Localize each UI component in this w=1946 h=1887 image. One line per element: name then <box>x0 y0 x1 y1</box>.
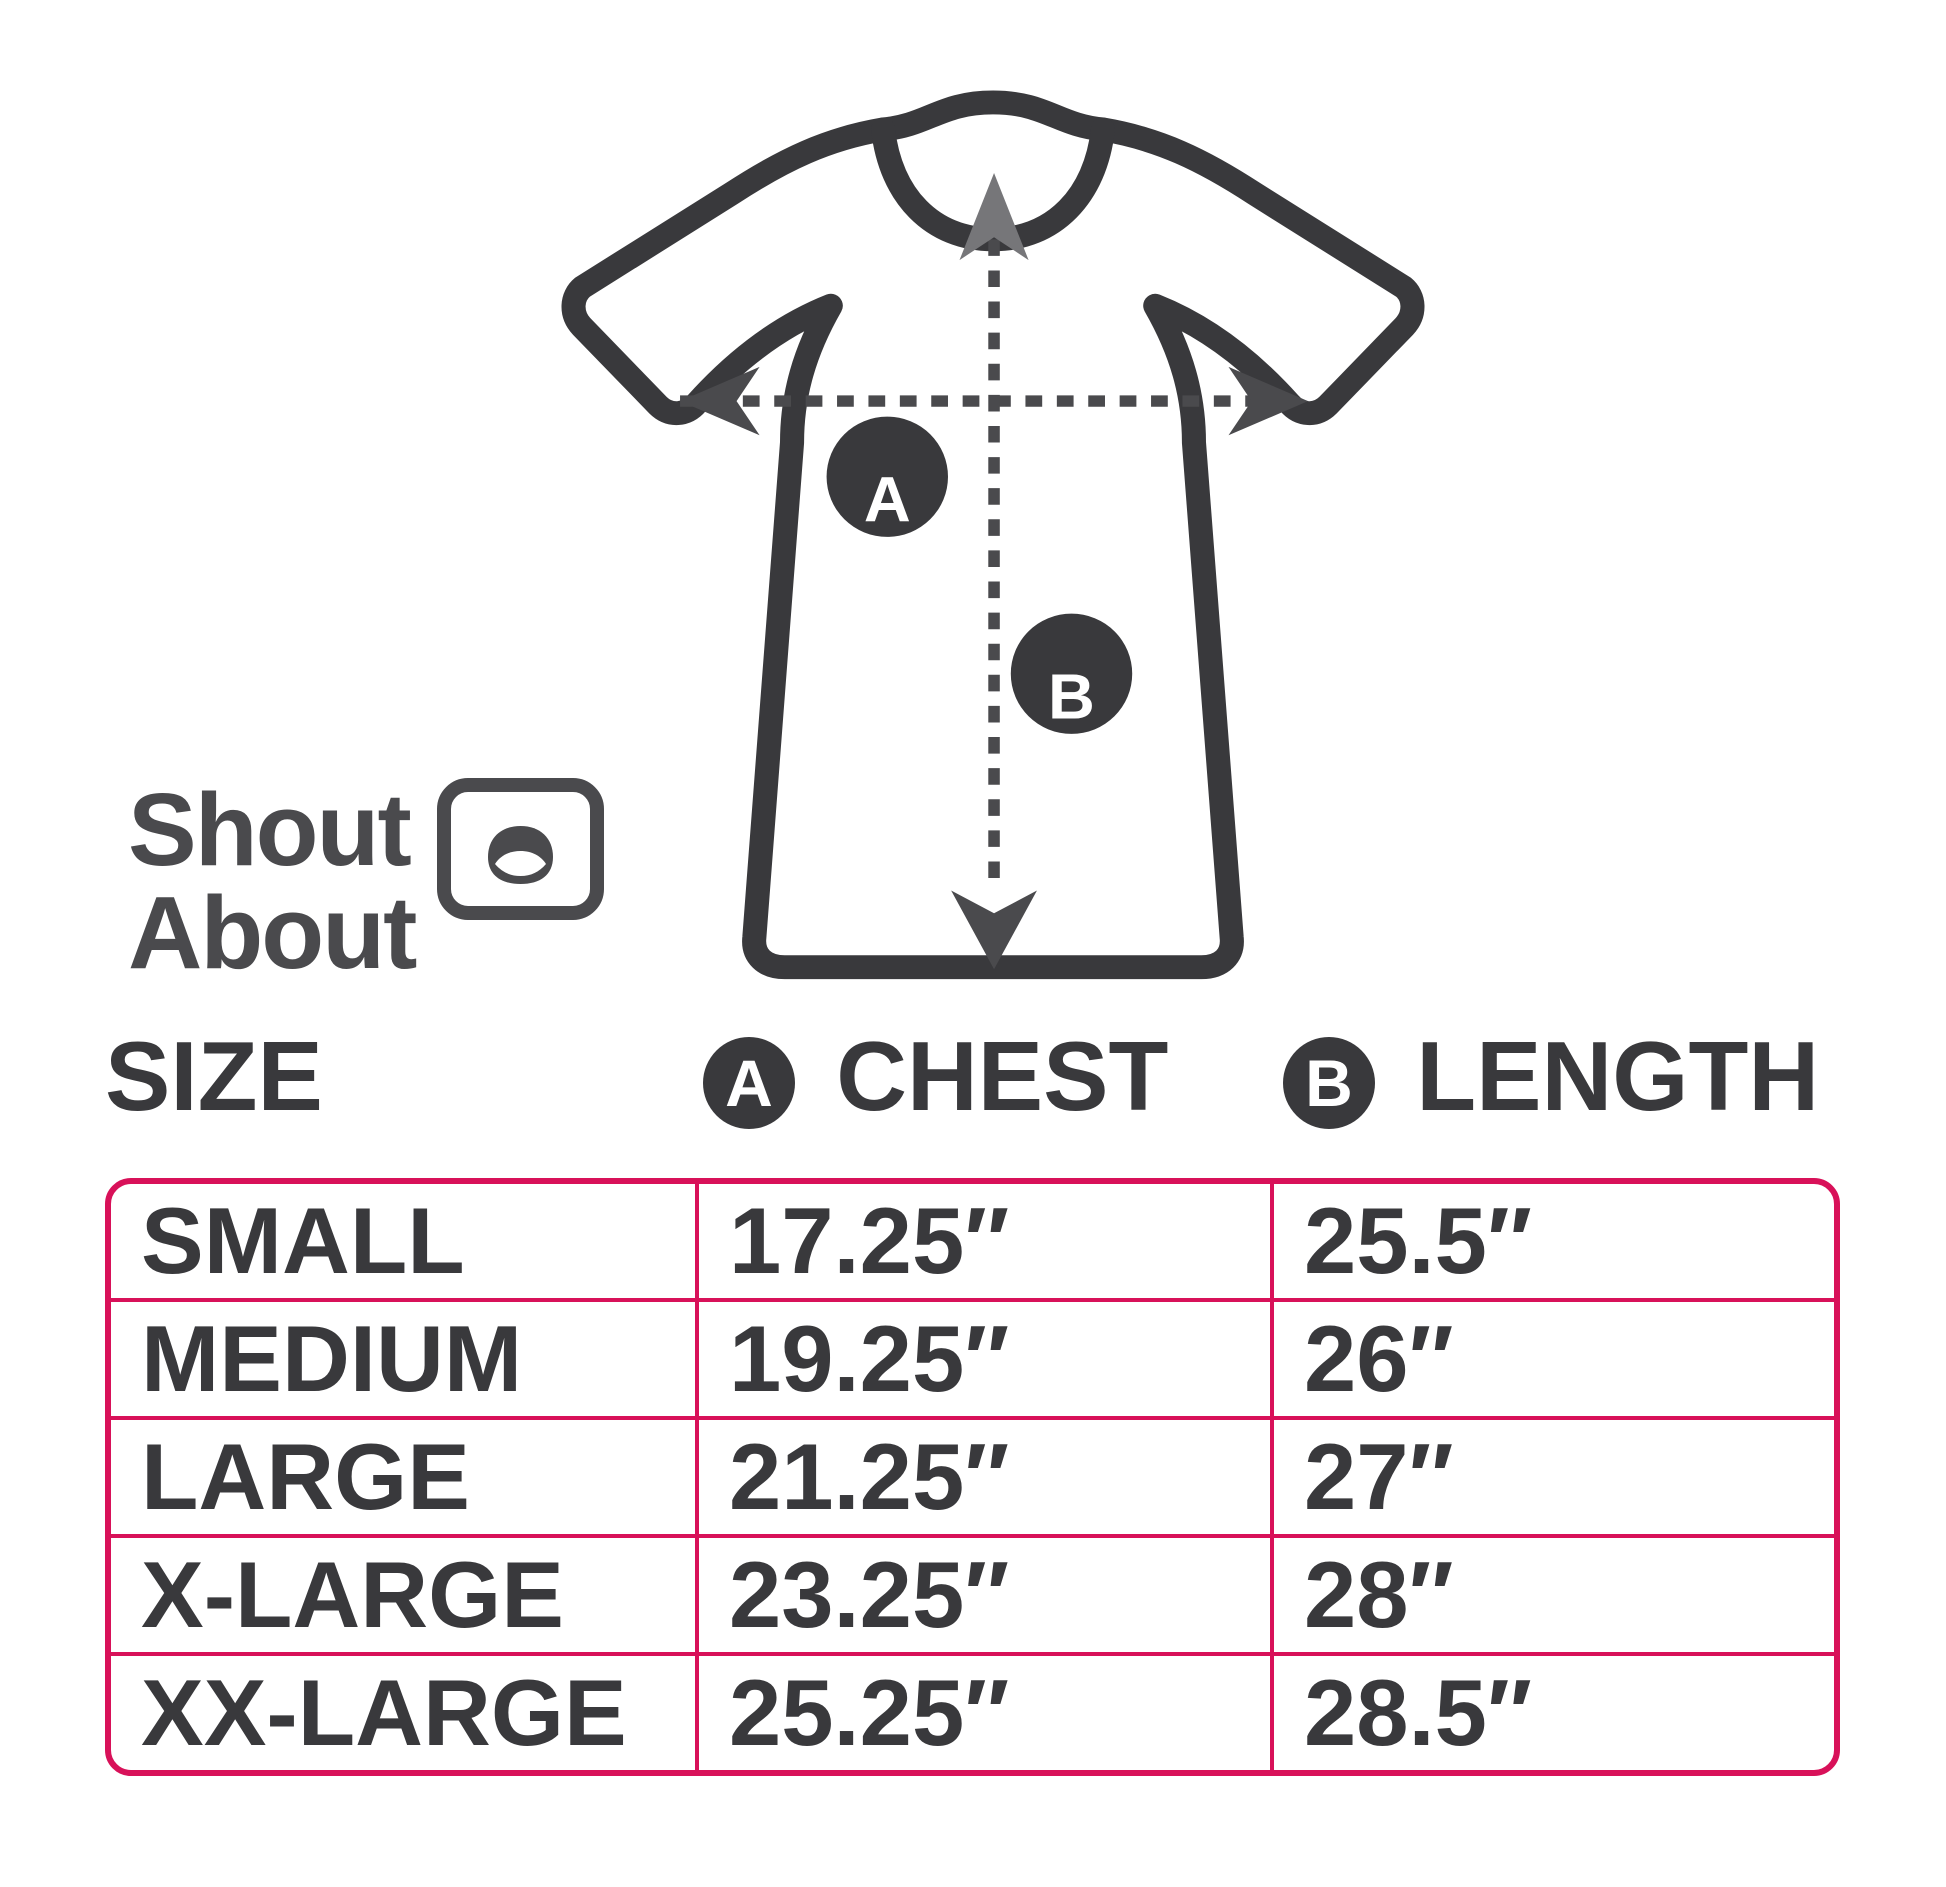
svg-text:B: B <box>1048 661 1095 733</box>
svg-text:A: A <box>864 464 911 536</box>
